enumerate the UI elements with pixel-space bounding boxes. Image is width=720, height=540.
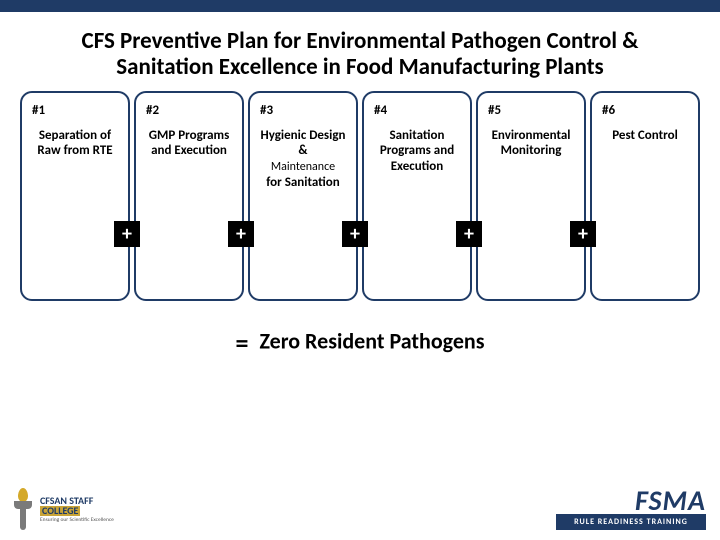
footer: CFSAN STAFF COLLEGE Ensuring our Scienti… (0, 480, 720, 540)
card-5: #5 Environmental Monitoring (476, 91, 586, 301)
top-brand-bar (0, 0, 720, 12)
card-2-number: #2 (140, 101, 238, 128)
card-6: #6 Pest Control (590, 91, 700, 301)
result-text: Zero Resident Pathogens (259, 327, 484, 354)
cfsan-line2: COLLEGE (40, 506, 80, 516)
card-6-number: #6 (596, 101, 694, 128)
cfsan-tagline: Ensuring our Scientific Excellence (40, 518, 114, 524)
plus-icon-2: + (228, 221, 254, 247)
plus-icon-5: + (570, 221, 596, 247)
plus-icon-3: + (342, 221, 368, 247)
result-row: = Zero Resident Pathogens (0, 327, 720, 359)
card-3: #3 Hygienic Design & Maintenance for San… (248, 91, 358, 301)
cfsan-logo: CFSAN STAFF COLLEGE Ensuring our Scienti… (12, 488, 114, 532)
card-4-number: #4 (368, 101, 466, 128)
equals-sign: = (236, 327, 249, 359)
card-1-number: #1 (26, 101, 124, 128)
cards-row: #1 Separation of Raw from RTE #2 GMP Pro… (0, 91, 720, 301)
card-6-label: Pest Control (596, 128, 694, 144)
card-3-main: Hygienic Design & (261, 128, 346, 159)
plus-icon-1: + (114, 221, 140, 247)
card-2-label: GMP Programs and Execution (140, 128, 238, 159)
card-3-tail: for Sanitation (266, 175, 339, 190)
page-title: CFS Preventive Plan for Environmental Pa… (0, 12, 720, 91)
fsma-logo: FSMA RULE READINESS TRAINING (556, 490, 706, 530)
card-3-number: #3 (254, 101, 352, 128)
card-3-label: Hygienic Design & Maintenance for Sanita… (254, 128, 352, 190)
card-4-label: Sanitation Programs and Execution (368, 128, 466, 175)
card-1-label: Separation of Raw from RTE (26, 128, 124, 159)
card-5-number: #5 (482, 101, 580, 128)
plus-icon-4: + (456, 221, 482, 247)
card-1: #1 Separation of Raw from RTE (20, 91, 130, 301)
card-5-label: Environmental Monitoring (482, 128, 580, 159)
card-3-sub: Maintenance (271, 160, 335, 174)
fsma-subtitle: RULE READINESS TRAINING (556, 514, 706, 530)
cfsan-text: CFSAN STAFF COLLEGE Ensuring our Scienti… (40, 496, 114, 524)
card-4: #4 Sanitation Programs and Execution (362, 91, 472, 301)
fsma-acronym: FSMA (556, 490, 706, 512)
torch-icon (12, 488, 34, 532)
card-2: #2 GMP Programs and Execution (134, 91, 244, 301)
